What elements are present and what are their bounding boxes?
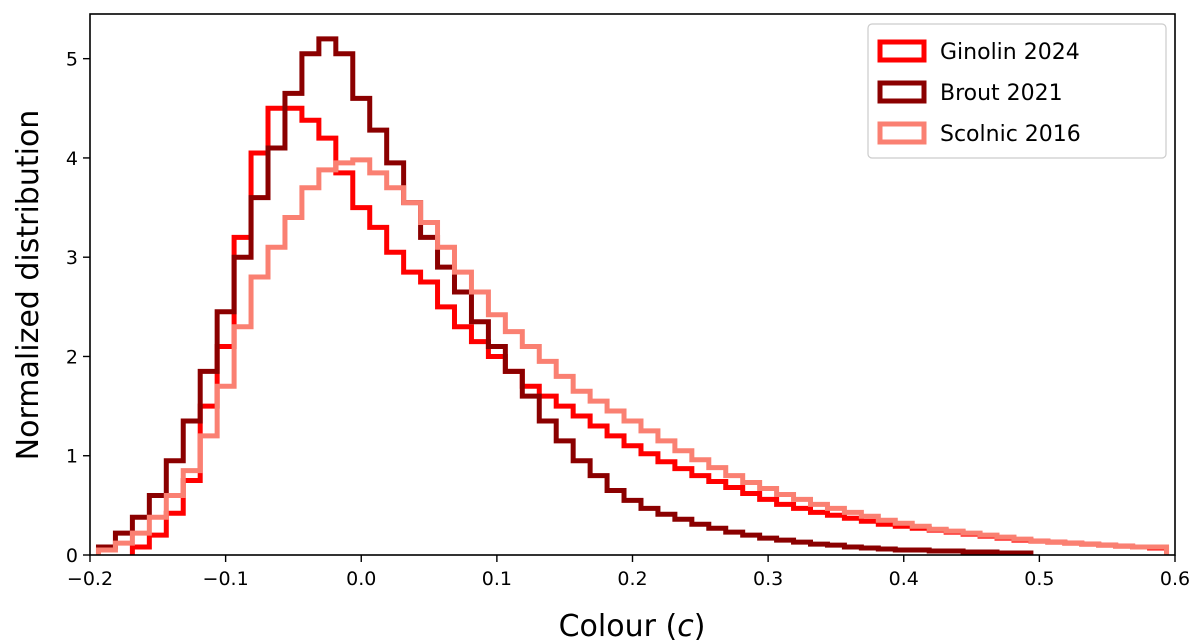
y-axis-label: Normalized distribution bbox=[11, 110, 46, 461]
x-tick-label: 0.3 bbox=[753, 568, 783, 590]
y-tick-label: 2 bbox=[66, 346, 78, 368]
legend-swatch-brout-2021 bbox=[877, 80, 927, 104]
x-tick-label: 0.6 bbox=[1160, 568, 1190, 590]
x-tick-label: −0.1 bbox=[203, 568, 249, 590]
legend: Ginolin 2024 Brout 2021 Scolnic 2016 bbox=[867, 23, 1167, 159]
x-axis-label-text: Colour ( bbox=[559, 609, 678, 644]
series-brout-2021 bbox=[95, 36, 1034, 556]
x-axis-label-variable: c bbox=[677, 609, 694, 644]
x-tick-label: 0.2 bbox=[617, 568, 647, 590]
legend-swatch-ginolin-2024 bbox=[877, 39, 927, 63]
x-axis: −0.2 −0.1 0.0 0.1 0.2 0.3 0.4 0.5 0.6 bbox=[67, 555, 1190, 590]
x-axis-label-end: ) bbox=[694, 609, 706, 644]
x-tick-label: 0.0 bbox=[346, 568, 376, 590]
y-tick-label: 1 bbox=[66, 446, 78, 468]
x-tick-label: −0.2 bbox=[67, 568, 113, 590]
series-scolnic-2016 bbox=[95, 157, 1170, 555]
x-axis-label: Colour (c) bbox=[559, 609, 706, 644]
legend-label-ginolin-2024: Ginolin 2024 bbox=[940, 40, 1080, 65]
y-tick-label: 3 bbox=[66, 247, 78, 269]
y-tick-label: 0 bbox=[66, 545, 78, 567]
legend-swatch-scolnic-2016 bbox=[877, 121, 927, 145]
legend-label-brout-2021: Brout 2021 bbox=[940, 81, 1063, 106]
x-tick-label: 0.1 bbox=[482, 568, 512, 590]
legend-label-scolnic-2016: Scolnic 2016 bbox=[940, 122, 1081, 147]
y-tick-label: 4 bbox=[66, 148, 78, 170]
x-tick-label: 0.4 bbox=[889, 568, 919, 590]
y-axis: 0 1 2 3 4 5 bbox=[66, 49, 90, 567]
legend-box bbox=[867, 23, 1167, 159]
series-layer bbox=[95, 36, 1170, 556]
y-tick-label: 5 bbox=[66, 49, 78, 71]
x-tick-label: 0.5 bbox=[1024, 568, 1054, 590]
series-ginolin-2024 bbox=[129, 105, 1170, 555]
